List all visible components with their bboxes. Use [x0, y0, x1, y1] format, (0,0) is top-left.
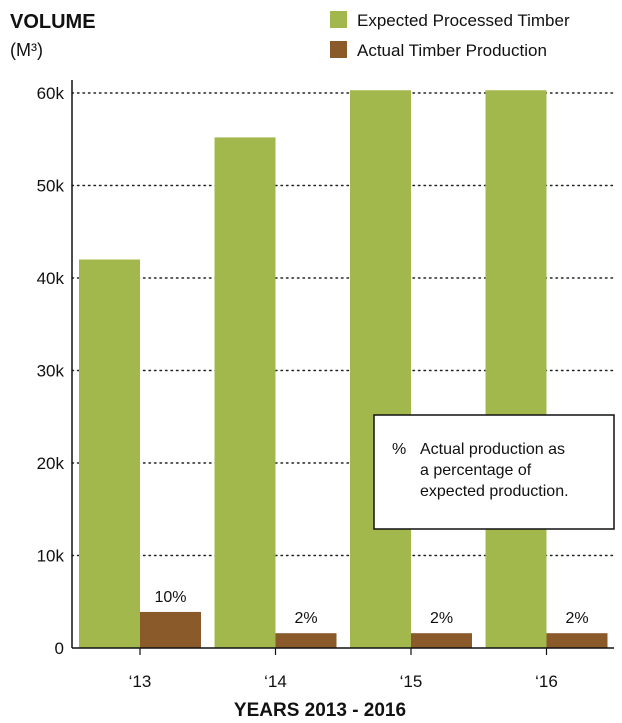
y-axis-title: VOLUME	[10, 11, 96, 33]
x-tick-label: ‘16	[535, 672, 558, 691]
bar-actual	[411, 633, 472, 648]
legend-swatch-actual	[330, 41, 347, 58]
data-labels: 10% 2% 2% 2%	[154, 589, 588, 627]
bar-actual	[275, 633, 337, 648]
legend-label-expected: Expected Processed Timber	[357, 11, 570, 30]
annotation-line-1: Actual production as	[420, 441, 565, 458]
y-tick-label: 60k	[37, 84, 65, 103]
x-axis-ticks: ‘13 ‘14 ‘15 ‘16	[129, 648, 558, 691]
data-label: 2%	[430, 610, 453, 627]
y-axis-ticks: 0 10k 20k 30k 40k 50k 60k	[37, 84, 65, 658]
legend-label-actual: Actual Timber Production	[357, 41, 547, 60]
bar-expected	[350, 90, 411, 649]
x-tick-label: ‘14	[264, 672, 287, 691]
bars	[79, 90, 608, 649]
y-tick-label: 0	[55, 639, 64, 658]
bar-expected	[485, 90, 547, 649]
x-tick-label: ‘15	[400, 672, 423, 691]
annotation-line-3: expected production.	[420, 483, 569, 500]
y-tick-label: 30k	[37, 362, 65, 381]
y-tick-label: 40k	[37, 269, 65, 288]
x-axis-title: YEARS 2013 - 2016	[234, 700, 406, 721]
legend-swatch-expected	[330, 11, 347, 28]
bar-actual	[546, 633, 608, 648]
percent-symbol: %	[392, 441, 406, 458]
annotation-line-2: a percentage of	[420, 462, 532, 479]
y-tick-label: 20k	[37, 454, 65, 473]
annotation-box: % Actual production as a percentage of e…	[373, 414, 615, 530]
bar-actual	[140, 611, 201, 648]
annotation-frame	[373, 414, 615, 530]
x-tick-label: ‘13	[129, 672, 152, 691]
data-label: 2%	[565, 610, 588, 627]
bar-expected	[79, 259, 140, 648]
data-label: 2%	[294, 610, 317, 627]
bar-expected	[214, 137, 276, 648]
legend: Expected Processed Timber Actual Timber …	[330, 11, 570, 60]
y-axis-unit: (M³)	[10, 40, 43, 60]
y-tick-label: 10k	[37, 547, 65, 566]
y-tick-label: 50k	[37, 177, 65, 196]
data-label: 10%	[154, 589, 186, 606]
